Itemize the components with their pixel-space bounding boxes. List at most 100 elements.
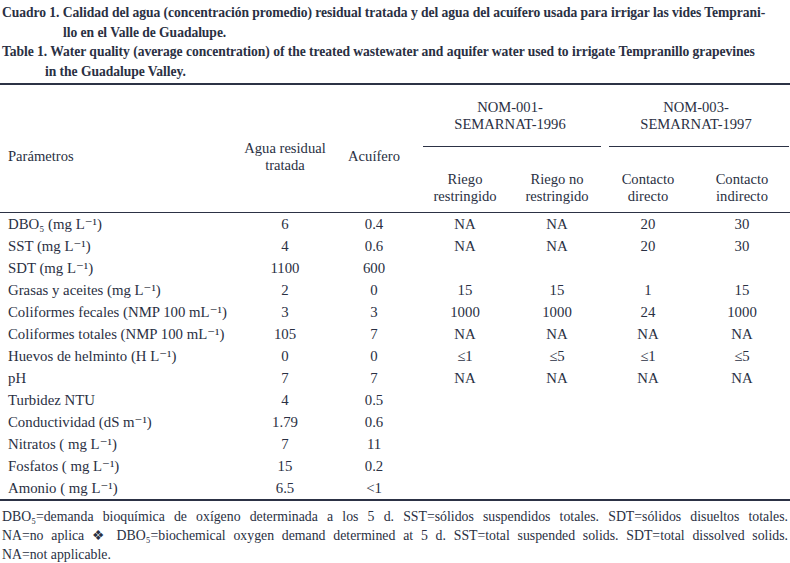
- value-contacto-directo: 1: [602, 279, 694, 301]
- footnote-line3: NA=not applicable.: [2, 545, 788, 563]
- value-contacto-directo: [602, 433, 694, 455]
- table-row: Coliformes totales (NMP 100 mL⁻¹) 105 7 …: [0, 323, 790, 345]
- value-contacto-indirecto: 15: [694, 279, 790, 301]
- value-acuifero: <1: [330, 477, 418, 500]
- value-agua-residual-tratada: 7: [240, 367, 330, 389]
- value-contacto-indirecto: ≤5: [694, 345, 790, 367]
- value-agua-residual-tratada: 7: [240, 433, 330, 455]
- value-riego-no-restringido: [512, 257, 602, 279]
- table-footnote: DBO₅=demanda bioquímica de oxígeno deter…: [0, 507, 790, 563]
- value-riego-no-restringido: ≤5: [512, 345, 602, 367]
- value-acuifero: 0.2: [330, 455, 418, 477]
- value-riego-restringido: [418, 389, 512, 411]
- value-contacto-indirecto: 30: [694, 213, 790, 236]
- value-riego-restringido: 15: [418, 279, 512, 301]
- table-header: Parámetros Agua residual tratada Acuífer…: [0, 84, 790, 213]
- nom-003-line2: SEMARNAT-1997: [602, 116, 790, 133]
- param-label: Amonio ( mg L⁻¹): [0, 477, 240, 500]
- value-acuifero: 11: [330, 433, 418, 455]
- value-agua-residual-tratada: 1.79: [240, 411, 330, 433]
- value-riego-no-restringido: [512, 455, 602, 477]
- value-riego-restringido: [418, 411, 512, 433]
- table-row: DBO₅ (mg L⁻¹) 6 0.4 NA NA 20 30: [0, 213, 790, 236]
- param-label: Nitratos ( mg L⁻¹): [0, 433, 240, 455]
- value-riego-no-restringido: [512, 477, 602, 500]
- table-row: Conductividad (dS m⁻¹) 1.79 0.6: [0, 411, 790, 433]
- contacto-indirecto-line2: indirecto: [694, 188, 790, 205]
- value-contacto-directo: NA: [602, 367, 694, 389]
- nom-001-line1: NOM-001-: [418, 99, 602, 116]
- param-label: Grasas y aceites (mg L⁻¹): [0, 279, 240, 301]
- value-acuifero: 7: [330, 323, 418, 345]
- caption-english-line2: in the Guadalupe Valley.: [2, 62, 788, 82]
- value-agua-residual-tratada: 4: [240, 235, 330, 257]
- table-row: SST (mg L⁻¹) 4 0.6 NA NA 20 30: [0, 235, 790, 257]
- nom-001-line2: SEMARNAT-1996: [418, 116, 602, 133]
- value-riego-restringido: [418, 433, 512, 455]
- page: Cuadro 1. Calidad del agua (concentració…: [0, 0, 790, 563]
- column-header-parametros: Parámetros: [0, 84, 240, 213]
- value-contacto-indirecto: NA: [694, 367, 790, 389]
- footnote-line2: NA=no aplica ❖ DBO₅=biochemical oxygen d…: [2, 526, 788, 545]
- value-contacto-directo: 20: [602, 213, 694, 236]
- contacto-indirecto-line1: Contacto: [694, 171, 790, 188]
- value-agua-residual-tratada: 2: [240, 279, 330, 301]
- value-riego-restringido: NA: [418, 213, 512, 236]
- value-contacto-directo: ≤1: [602, 345, 694, 367]
- value-contacto-indirecto: [694, 389, 790, 411]
- value-riego-no-restringido: NA: [512, 213, 602, 236]
- value-riego-no-restringido: NA: [512, 367, 602, 389]
- table-row: Grasas y aceites (mg L⁻¹) 2 0 15 15 1 15: [0, 279, 790, 301]
- contacto-directo-line1: Contacto: [602, 171, 694, 188]
- table-row: SDT (mg L⁻¹) 1100 600: [0, 257, 790, 279]
- value-contacto-indirecto: [694, 257, 790, 279]
- header-row-groups: Parámetros Agua residual tratada Acuífer…: [0, 84, 790, 147]
- nom-003-line1: NOM-003-: [602, 99, 790, 116]
- water-quality-table: Parámetros Agua residual tratada Acuífer…: [0, 83, 790, 501]
- table-body: DBO₅ (mg L⁻¹) 6 0.4 NA NA 20 30 SST (mg …: [0, 213, 790, 501]
- value-acuifero: 0: [330, 345, 418, 367]
- param-label: Coliformes fecales (NMP 100 mL⁻¹): [0, 301, 240, 323]
- value-agua-residual-tratada: 0: [240, 345, 330, 367]
- agua-residual-line2: tratada: [240, 157, 330, 174]
- param-label: Fosfatos ( mg L⁻¹): [0, 455, 240, 477]
- riego-restringido-line1: Riego: [418, 171, 512, 188]
- value-riego-restringido: NA: [418, 323, 512, 345]
- param-label: Turbidez NTU: [0, 389, 240, 411]
- contacto-directo-line2: directo: [602, 188, 694, 205]
- value-agua-residual-tratada: 6.5: [240, 477, 330, 500]
- table-row: pH 7 7 NA NA NA NA: [0, 367, 790, 389]
- value-acuifero: 3: [330, 301, 418, 323]
- column-header-acuifero: Acuífero: [330, 84, 418, 213]
- value-agua-residual-tratada: 6: [240, 213, 330, 236]
- value-riego-restringido: [418, 257, 512, 279]
- value-riego-restringido: 1000: [418, 301, 512, 323]
- value-agua-residual-tratada: 3: [240, 301, 330, 323]
- column-header-contacto-directo: Contacto directo: [602, 147, 694, 213]
- value-contacto-indirecto: NA: [694, 323, 790, 345]
- param-label: DBO₅ (mg L⁻¹): [0, 213, 240, 236]
- value-acuifero: 0.6: [330, 235, 418, 257]
- param-label: SST (mg L⁻¹): [0, 235, 240, 257]
- column-header-agua-residual-tratada: Agua residual tratada: [240, 84, 330, 213]
- group-header-nom-001-semarnat-1996: NOM-001- SEMARNAT-1996: [418, 84, 602, 147]
- caption-spanish-line1: Cuadro 1. Calidad del agua (concentració…: [2, 3, 788, 23]
- agua-residual-line1: Agua residual: [240, 140, 330, 157]
- value-contacto-directo: NA: [602, 323, 694, 345]
- footnote-line1: DBO₅=demanda bioquímica de oxígeno deter…: [2, 507, 788, 526]
- value-riego-restringido: ≤1: [418, 345, 512, 367]
- value-contacto-indirecto: [694, 433, 790, 455]
- value-riego-no-restringido: 1000: [512, 301, 602, 323]
- caption-spanish-line2: llo en el Valle de Guadalupe.: [2, 23, 788, 43]
- value-contacto-indirecto: 30: [694, 235, 790, 257]
- value-riego-restringido: [418, 455, 512, 477]
- value-contacto-indirecto: [694, 411, 790, 433]
- value-agua-residual-tratada: 105: [240, 323, 330, 345]
- param-label: pH: [0, 367, 240, 389]
- value-contacto-directo: 24: [602, 301, 694, 323]
- value-contacto-directo: [602, 389, 694, 411]
- table-row: Huevos de helminto (H L⁻¹) 0 0 ≤1 ≤5 ≤1 …: [0, 345, 790, 367]
- param-label: Conductividad (dS m⁻¹): [0, 411, 240, 433]
- column-header-riego-restringido: Riego restringido: [418, 147, 512, 213]
- value-contacto-indirecto: [694, 477, 790, 500]
